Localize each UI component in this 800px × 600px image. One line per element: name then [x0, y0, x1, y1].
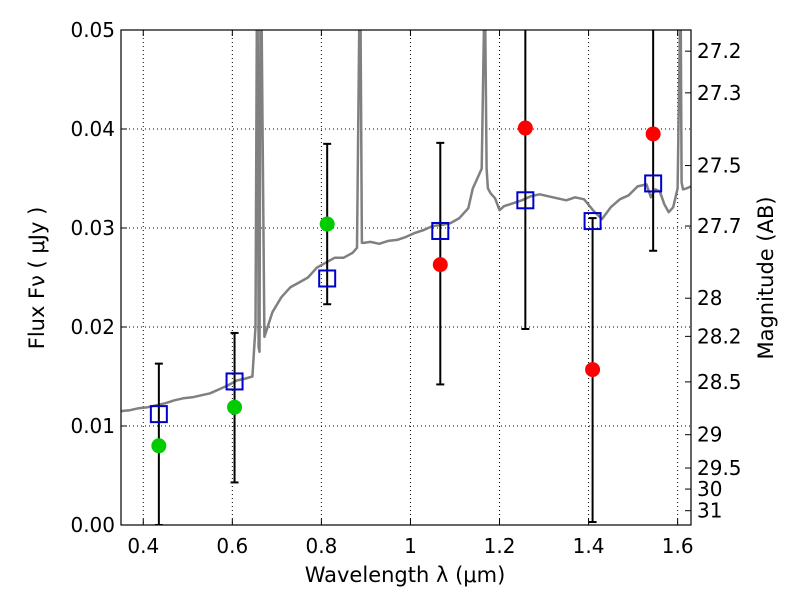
y2-tick-label: 27.2 [697, 39, 742, 63]
green-point [227, 399, 243, 415]
y-tick-label: 0.02 [70, 315, 115, 339]
model-flux-marker [318, 269, 337, 288]
x-axis-title: Wavelength λ (μm) [305, 563, 506, 587]
spectrum-line [121, 30, 691, 413]
plot-frame [120, 29, 692, 526]
y-tick-label: 0.01 [70, 414, 115, 438]
red-point [645, 126, 661, 142]
y2-tick-label: 27.7 [697, 214, 742, 238]
y2-axis-title: Magnitude (AB) [754, 196, 778, 359]
x-tick-label: 0.8 [305, 534, 337, 558]
red-point [585, 362, 601, 378]
model-flux-marker [516, 191, 535, 210]
y2-tick-label: 27.5 [697, 154, 742, 178]
y-axis-title: Flux Fν ( μJy ) [25, 207, 49, 350]
y2-tick-label: 30 [697, 477, 722, 501]
y-tick-label: 0.05 [70, 18, 115, 42]
y-tick-label: 0.04 [70, 117, 115, 141]
green-point [151, 438, 167, 454]
model-flux-marker [225, 372, 244, 391]
y-tick-label: 0.03 [70, 216, 115, 240]
x-tick-label: 1.4 [573, 534, 605, 558]
model-flux-marker [431, 221, 450, 240]
x-tick-label: 0.6 [216, 534, 248, 558]
model-flux-marker [149, 405, 168, 424]
model-flux-marker [644, 174, 663, 193]
model-flux-marker [583, 212, 602, 231]
y-tick-label: 0.00 [70, 513, 115, 537]
y2-tick-label: 28.2 [697, 324, 742, 348]
green-point [319, 216, 335, 232]
plot-area [121, 30, 691, 525]
y2-tick-label: 31 [697, 499, 722, 523]
y2-tick-label: 28.5 [697, 370, 742, 394]
red-point [432, 257, 448, 273]
axes: 0.4 0.6 0.8 1 1.2 1.4 1.6 0.00 0.01 0.02 0.03 0.04 0… [70, 18, 741, 558]
y2-tick-label: 27.3 [697, 81, 742, 105]
x-tick-label: 1.2 [484, 534, 516, 558]
y2-tick-label: 29.5 [697, 456, 742, 480]
x-tick-label: 1.6 [662, 534, 694, 558]
y2-tick-label: 29 [697, 423, 722, 447]
red-point [517, 120, 533, 136]
y2-tick-label: 28 [697, 286, 722, 310]
grid [121, 30, 691, 525]
x-tick-label: 0.4 [127, 534, 159, 558]
x-tick-label: 1 [404, 534, 417, 558]
